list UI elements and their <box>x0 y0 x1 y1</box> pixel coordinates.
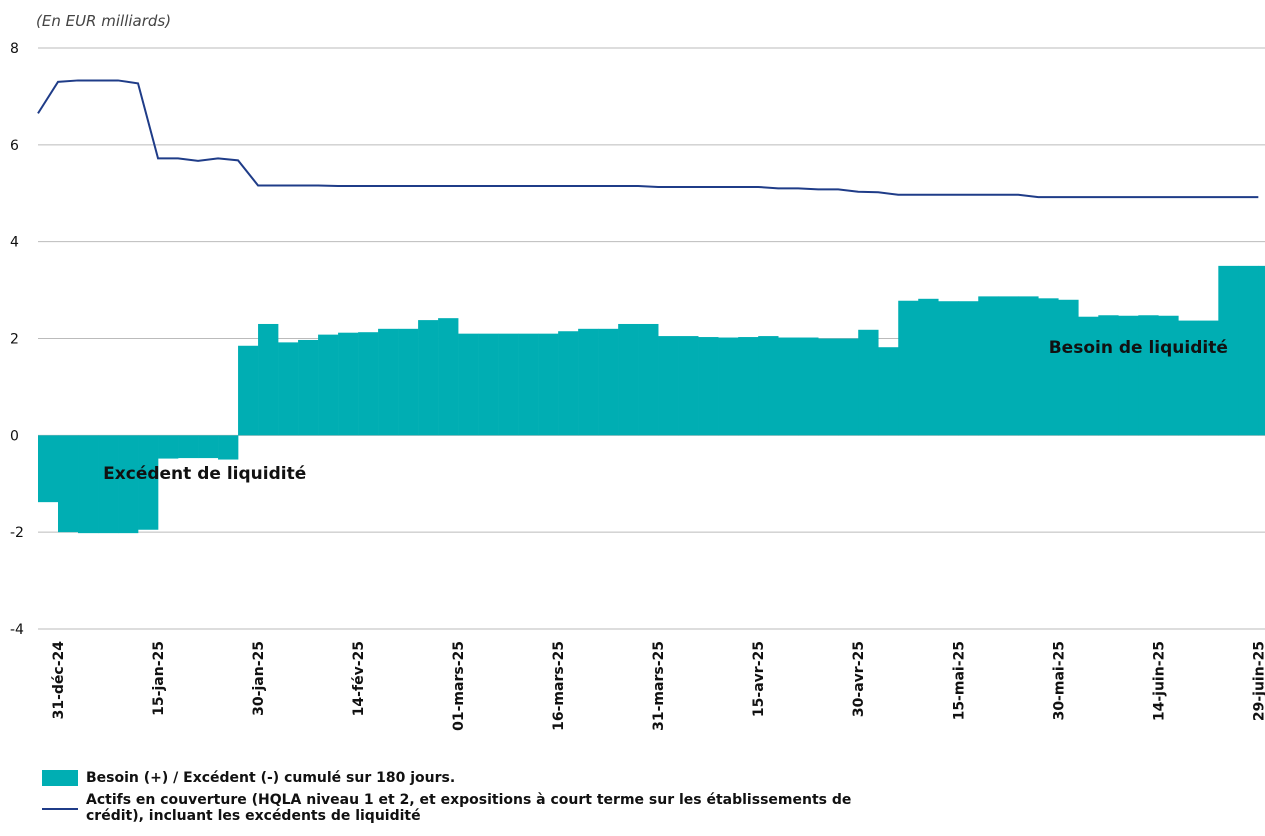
bar <box>838 338 859 436</box>
bar <box>378 328 399 436</box>
bar <box>778 337 799 436</box>
bar <box>998 296 1019 436</box>
x-tick-label: 30-mai-25 <box>1051 641 1067 720</box>
bar <box>578 328 599 436</box>
bar <box>58 435 79 533</box>
bar <box>418 320 439 436</box>
chart: (En EUR milliards) -4 -2 0 2 4 6 8 31-déc-24 15-… <box>10 12 1265 731</box>
bar <box>278 342 299 436</box>
bar <box>738 337 759 436</box>
y-tick-label: 6 <box>10 138 19 154</box>
legend-bar: Besoin (+) / Excédent (-) cumulé sur 180… <box>42 770 1042 786</box>
legend-line: Actifs en couverture (HQLA niveau 1 et 2… <box>42 792 912 824</box>
x-tick-label: 15-jan-25 <box>151 641 167 716</box>
bar <box>178 435 199 459</box>
y-tick-label: 2 <box>10 332 19 348</box>
bar <box>518 333 539 436</box>
x-tick-label: 14-fév-25 <box>351 641 367 716</box>
legend-label: Besoin (+) / Excédent (-) cumulé sur 180… <box>86 770 456 786</box>
y-tick-label: -4 <box>10 622 24 638</box>
bar <box>1038 298 1059 436</box>
bar <box>118 435 139 534</box>
bar <box>1018 296 1039 436</box>
bar <box>678 336 699 436</box>
bar <box>858 329 879 436</box>
legend-swatch <box>42 770 78 786</box>
bar <box>658 336 679 436</box>
bar <box>918 298 939 436</box>
bar <box>138 435 159 530</box>
bar <box>818 338 839 436</box>
bar <box>618 323 639 436</box>
bar <box>638 323 659 436</box>
bar <box>958 301 979 436</box>
bar <box>558 331 579 436</box>
bar <box>38 435 59 503</box>
bar <box>1118 315 1139 436</box>
y-tick-label: 0 <box>10 428 19 444</box>
bar <box>478 333 499 436</box>
y-tick-label: -2 <box>10 525 24 541</box>
bar <box>358 332 379 436</box>
bar <box>1138 315 1159 436</box>
bar <box>538 333 559 436</box>
x-tick-label: 29-juin-25 <box>1251 641 1265 721</box>
x-tick-label: 15-mai-25 <box>951 641 967 720</box>
annotation: Excédent de liquidité <box>103 464 306 484</box>
bar <box>718 337 739 436</box>
bar <box>298 339 319 436</box>
bar <box>1198 320 1219 436</box>
bar <box>978 296 999 436</box>
x-tick-label: 30-avr-25 <box>851 641 867 717</box>
legend-swatch <box>42 808 78 810</box>
bar <box>158 435 179 459</box>
y-tick-label: 8 <box>10 41 19 57</box>
bar <box>338 332 359 436</box>
x-tick-label: 30-jan-25 <box>251 641 267 716</box>
bar <box>1178 320 1199 436</box>
bar <box>898 300 919 436</box>
bar <box>938 301 959 436</box>
bar <box>438 318 459 436</box>
bar <box>238 345 259 436</box>
unit-label: (En EUR milliards) <box>36 12 171 30</box>
bar <box>98 435 119 534</box>
bar <box>1258 265 1265 436</box>
bar <box>398 328 419 436</box>
bar <box>218 435 239 460</box>
bar <box>758 336 779 436</box>
bar <box>498 333 519 436</box>
bar <box>1238 265 1259 436</box>
x-tick-label: 31-mars-25 <box>651 641 667 731</box>
x-tick-label: 01-mars-25 <box>451 641 467 731</box>
annotation: Besoin de liquidité <box>1049 338 1228 358</box>
bar <box>198 435 219 459</box>
bar <box>798 337 819 436</box>
bar <box>458 333 479 436</box>
x-tick-label: 15-avr-25 <box>751 641 767 717</box>
line <box>37 79 1259 199</box>
bar <box>78 435 99 534</box>
x-tick-label: 31-déc-24 <box>51 641 67 720</box>
bar <box>598 328 619 436</box>
bar <box>878 347 899 436</box>
bar <box>258 323 279 436</box>
y-tick-label: 4 <box>10 235 19 251</box>
legend-label: Actifs en couverture (HQLA niveau 1 et 2… <box>86 792 852 824</box>
bar <box>1158 315 1179 436</box>
bar <box>1098 315 1119 436</box>
bar <box>1058 299 1079 436</box>
bar <box>1218 265 1239 436</box>
x-tick-label: 16-mars-25 <box>551 641 567 731</box>
bar <box>698 337 719 436</box>
bar <box>318 334 339 436</box>
x-tick-label: 14-juin-25 <box>1151 641 1167 721</box>
bar <box>1078 316 1099 436</box>
